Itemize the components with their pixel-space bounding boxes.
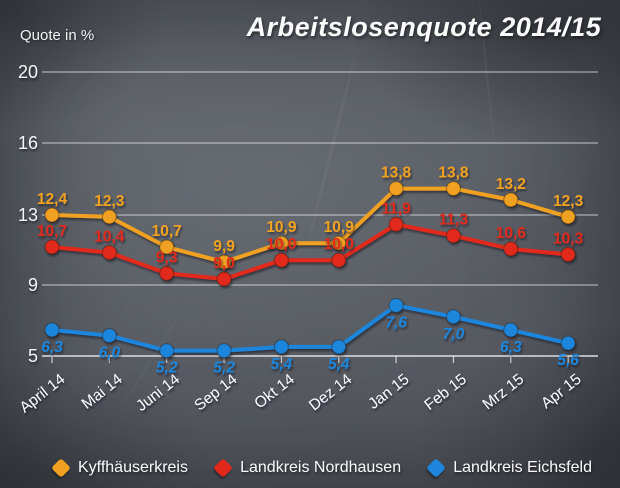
legend-item-kyffhaeuserkreis: Kyffhäuserkreis	[51, 458, 188, 478]
data-point	[273, 339, 289, 355]
data-point	[44, 239, 60, 255]
legend-item-eichsfeld: Landkreis Eichsfeld	[426, 458, 592, 478]
value-label: 9,3	[156, 249, 178, 266]
data-point	[101, 209, 117, 225]
data-point	[445, 309, 462, 325]
value-label: 6,3	[41, 339, 63, 356]
value-label: 13,2	[496, 176, 526, 193]
value-label: 7,6	[385, 314, 407, 331]
data-point	[331, 252, 347, 268]
value-label: 6,3	[500, 339, 522, 356]
y-tick-label: 5	[28, 346, 38, 366]
data-point	[445, 180, 462, 197]
x-axis-labels: April 14 Mai 14 Juni 14 Sep 14 Okt 14 Dez 14 J…	[17, 371, 585, 417]
data-point	[560, 335, 576, 351]
value-label: 10,9	[266, 219, 297, 236]
legend-marker-icon	[426, 458, 447, 478]
value-label: 10,7	[152, 223, 182, 240]
value-label: 10,0	[266, 236, 296, 253]
data-point	[388, 216, 404, 232]
value-label: 6,0	[99, 345, 121, 362]
series-line-0	[50, 186, 571, 265]
data-point	[216, 254, 232, 270]
value-label: 5,2	[156, 360, 178, 377]
data-point	[273, 252, 289, 268]
x-axis-label: Mai 14	[79, 371, 126, 413]
value-labels: 12,4 12,3 10,7 9,9 10,9 10,9 13,8 13,8 13,2 12,3 1…	[37, 165, 584, 377]
value-label: 10,6	[496, 225, 527, 242]
x-axis-label: Sep 14	[191, 371, 240, 415]
value-label: 12,3	[553, 193, 584, 210]
legend-label: Landkreis Eichsfeld	[453, 459, 592, 476]
legend-marker-icon	[213, 458, 234, 478]
y-tick-label: 9	[28, 275, 38, 295]
data-point	[445, 228, 462, 244]
value-label: 5,4	[328, 356, 350, 373]
data-point	[216, 271, 232, 287]
value-label: 12,3	[94, 193, 125, 210]
chart-title: Arbeitslosenquote 2014/15	[246, 12, 602, 42]
data-point	[159, 343, 175, 359]
value-label: 10,3	[553, 231, 584, 248]
data-point	[216, 343, 232, 359]
value-label: 5,2	[213, 360, 235, 377]
data-point	[560, 246, 576, 263]
series-line-1	[50, 222, 571, 282]
value-label: 10,4	[94, 229, 125, 246]
value-label: 11,9	[381, 200, 411, 217]
value-label: 12,4	[37, 191, 68, 208]
chart-legend: Kyffhäuserkreis Landkreis Nordhausen Lan…	[51, 458, 592, 478]
data-point	[159, 239, 175, 255]
value-label: 10,0	[324, 236, 354, 253]
value-label: 10,9	[324, 219, 355, 236]
data-point	[273, 235, 289, 251]
data-point	[159, 265, 175, 281]
value-label: 7,0	[443, 326, 465, 343]
x-axis-label: Feb 15	[421, 371, 470, 414]
series-layer	[44, 180, 576, 359]
series-line-2	[50, 303, 571, 353]
y-axis-title: Quote in %	[20, 27, 95, 44]
data-point	[44, 207, 60, 223]
x-axis-label: Mrz 15	[479, 371, 527, 414]
data-point	[388, 180, 404, 197]
data-point	[101, 245, 117, 261]
legend-label: Kyffhäuserkreis	[78, 459, 188, 476]
grid-layer: 20 16 13 9 5	[18, 62, 598, 366]
legend-marker-icon	[51, 458, 71, 478]
legend-item-nordhausen: Landkreis Nordhausen	[213, 458, 402, 478]
data-point	[503, 241, 519, 257]
y-tick-label: 20	[18, 62, 38, 82]
x-axis-label: Okt 14	[251, 371, 298, 413]
data-point	[331, 235, 347, 251]
value-label: 5,4	[271, 356, 293, 373]
value-label: 5,6	[557, 352, 579, 369]
data-point	[503, 192, 519, 208]
x-axis-label: April 14	[17, 371, 69, 417]
value-label: 13,8	[381, 165, 412, 182]
legend-label: Landkreis Nordhausen	[240, 459, 402, 476]
value-label: 10,7	[37, 223, 67, 240]
y-tick-label: 13	[18, 205, 38, 225]
data-point	[560, 209, 576, 225]
data-point	[388, 297, 404, 314]
data-point	[44, 322, 60, 338]
value-label: 9,9	[213, 238, 235, 255]
x-axis-label: Dez 14	[306, 371, 355, 415]
value-label: 13,8	[438, 165, 469, 182]
data-point	[503, 322, 519, 338]
x-axis-label: Apr 15	[538, 371, 584, 413]
value-label: 9,0	[213, 255, 235, 272]
x-axis-label: Jan 15	[365, 371, 412, 413]
value-label: 11,3	[439, 212, 469, 229]
data-point	[101, 328, 117, 344]
x-axis-label: Juni 14	[133, 371, 183, 415]
data-point	[331, 339, 347, 355]
y-tick-label: 16	[18, 133, 38, 153]
